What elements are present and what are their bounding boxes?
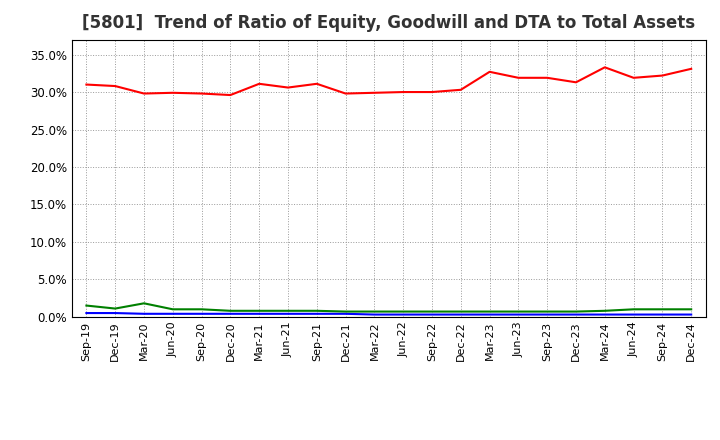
Equity [226,92,235,98]
Deferred Tax Assets [284,308,292,313]
Deferred Tax Assets [370,309,379,314]
Equity [370,90,379,95]
Deferred Tax Assets [514,309,523,314]
Equity [687,66,696,71]
Line: Equity: Equity [86,67,691,95]
Goodwill [543,312,552,317]
Line: Goodwill: Goodwill [86,313,691,315]
Equity [197,91,206,96]
Deferred Tax Assets [341,309,350,314]
Goodwill [255,311,264,316]
Equity [629,75,638,81]
Goodwill [399,312,408,317]
Goodwill [572,312,580,317]
Equity [572,80,580,85]
Goodwill [456,312,465,317]
Title: [5801]  Trend of Ratio of Equity, Goodwill and DTA to Total Assets: [5801] Trend of Ratio of Equity, Goodwil… [82,15,696,33]
Equity [312,81,321,86]
Goodwill [284,311,292,316]
Equity [658,73,667,78]
Deferred Tax Assets [687,307,696,312]
Goodwill [312,311,321,316]
Goodwill [82,310,91,315]
Goodwill [341,311,350,316]
Equity [485,69,494,74]
Goodwill [687,312,696,317]
Equity [399,89,408,95]
Goodwill [168,311,177,316]
Goodwill [485,312,494,317]
Equity [456,87,465,92]
Deferred Tax Assets [456,309,465,314]
Deferred Tax Assets [572,309,580,314]
Equity [543,75,552,81]
Equity [341,91,350,96]
Deferred Tax Assets [485,309,494,314]
Deferred Tax Assets [629,307,638,312]
Goodwill [658,312,667,317]
Equity [284,85,292,90]
Goodwill [197,311,206,316]
Goodwill [629,312,638,317]
Deferred Tax Assets [82,303,91,308]
Deferred Tax Assets [399,309,408,314]
Goodwill [600,312,609,317]
Goodwill [226,311,235,316]
Deferred Tax Assets [428,309,436,314]
Goodwill [140,311,148,316]
Deferred Tax Assets [168,307,177,312]
Goodwill [370,312,379,317]
Deferred Tax Assets [600,308,609,313]
Equity [168,90,177,95]
Equity [600,65,609,70]
Line: Deferred Tax Assets: Deferred Tax Assets [86,303,691,312]
Equity [82,82,91,87]
Deferred Tax Assets [111,306,120,311]
Equity [140,91,148,96]
Deferred Tax Assets [255,308,264,313]
Deferred Tax Assets [140,301,148,306]
Deferred Tax Assets [658,307,667,312]
Goodwill [428,312,436,317]
Deferred Tax Assets [312,308,321,313]
Goodwill [514,312,523,317]
Equity [428,89,436,95]
Goodwill [111,310,120,315]
Deferred Tax Assets [197,307,206,312]
Deferred Tax Assets [226,308,235,313]
Equity [514,75,523,81]
Equity [111,84,120,89]
Equity [255,81,264,86]
Deferred Tax Assets [543,309,552,314]
